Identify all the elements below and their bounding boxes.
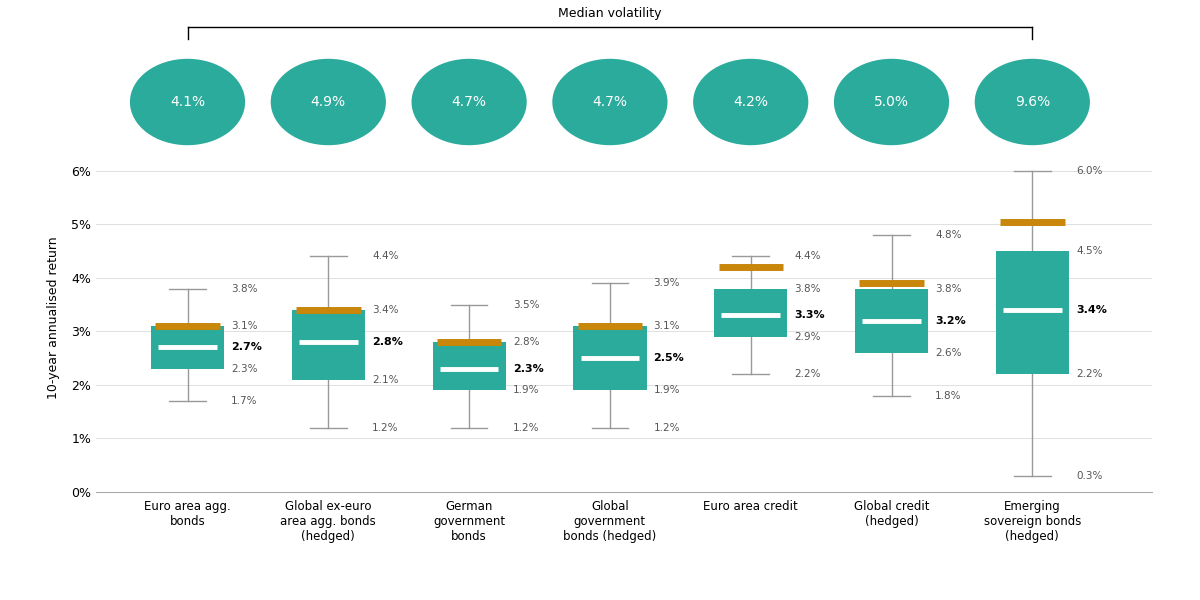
Text: 4.4%: 4.4%	[372, 251, 398, 262]
Text: 3.8%: 3.8%	[794, 284, 821, 293]
Text: 3.1%: 3.1%	[232, 321, 258, 331]
Bar	[151, 326, 224, 369]
Text: 4.9%: 4.9%	[311, 95, 346, 109]
Text: 1.7%: 1.7%	[232, 396, 258, 406]
Text: 3.8%: 3.8%	[232, 284, 258, 293]
Text: 2.8%: 2.8%	[372, 337, 403, 347]
Text: 2.9%: 2.9%	[794, 332, 821, 342]
Bar	[854, 289, 928, 353]
Text: 1.2%: 1.2%	[654, 423, 680, 433]
Text: 2.3%: 2.3%	[232, 364, 258, 374]
Text: 2.5%: 2.5%	[654, 353, 684, 363]
Bar	[292, 310, 365, 380]
Text: 3.3%: 3.3%	[794, 310, 824, 320]
Text: 3.8%: 3.8%	[935, 284, 961, 293]
Text: Median volatility: Median volatility	[558, 7, 661, 20]
Text: 3.5%: 3.5%	[512, 299, 539, 310]
Text: 1.2%: 1.2%	[372, 423, 398, 433]
Text: 0.3%: 0.3%	[1076, 471, 1103, 481]
Text: 2.2%: 2.2%	[1076, 369, 1103, 379]
Text: 4.7%: 4.7%	[451, 95, 487, 109]
Text: 2.7%: 2.7%	[232, 343, 262, 352]
Text: 2.2%: 2.2%	[794, 369, 821, 379]
Text: 1.2%: 1.2%	[512, 423, 539, 433]
Text: 2.1%: 2.1%	[372, 374, 398, 385]
Text: 4.4%: 4.4%	[794, 251, 821, 262]
Text: 4.7%: 4.7%	[593, 95, 628, 109]
Text: 2.6%: 2.6%	[935, 348, 961, 358]
Text: 4.5%: 4.5%	[1076, 246, 1103, 256]
Text: 3.9%: 3.9%	[654, 278, 680, 288]
Text: 6.0%: 6.0%	[1076, 166, 1103, 176]
Bar	[996, 251, 1069, 374]
Text: 5.0%: 5.0%	[874, 95, 910, 109]
Text: 3.2%: 3.2%	[935, 316, 966, 326]
Text: 3.1%: 3.1%	[654, 321, 680, 331]
Bar	[432, 342, 505, 390]
Text: 3.4%: 3.4%	[1076, 305, 1106, 315]
Text: 4.2%: 4.2%	[733, 95, 768, 109]
Bar	[574, 326, 647, 390]
Text: 3.4%: 3.4%	[372, 305, 398, 315]
Text: 1.8%: 1.8%	[935, 391, 961, 401]
Text: 4.8%: 4.8%	[935, 230, 961, 240]
Text: 1.9%: 1.9%	[654, 385, 680, 395]
Text: 2.3%: 2.3%	[512, 364, 544, 374]
Bar	[714, 289, 787, 337]
Text: 1.9%: 1.9%	[512, 385, 539, 395]
Text: 2.8%: 2.8%	[512, 337, 539, 347]
Text: 4.1%: 4.1%	[170, 95, 205, 109]
Text: 9.6%: 9.6%	[1015, 95, 1050, 109]
Y-axis label: 10-year annualised return: 10-year annualised return	[47, 236, 60, 400]
